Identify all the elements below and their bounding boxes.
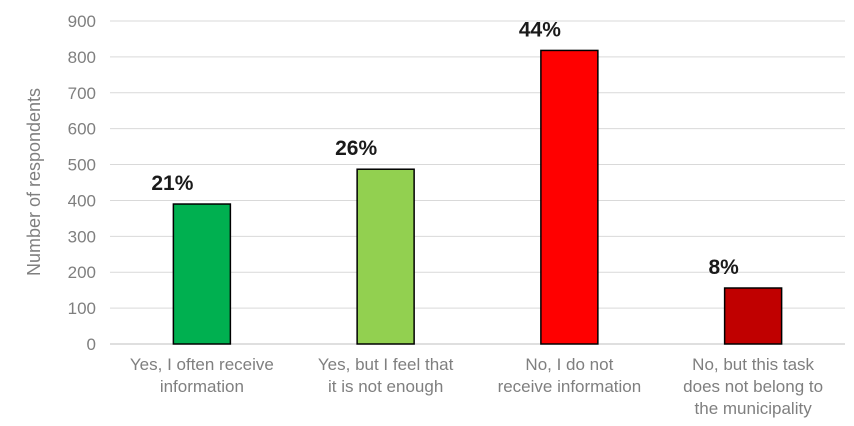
y-tick-label: 300	[68, 227, 96, 246]
category-labels: Yes, I often receive information Yes, but …	[130, 355, 823, 418]
data-label: 21%	[151, 172, 193, 195]
data-label: 44%	[519, 18, 561, 41]
gridlines	[110, 20, 845, 345]
category-label: No, I do not receive information	[498, 355, 642, 396]
y-tick-label: 600	[68, 120, 96, 139]
bar	[172, 203, 232, 345]
y-tick-label: 500	[68, 156, 96, 175]
data-label: 26%	[335, 137, 377, 160]
bars	[172, 49, 783, 345]
data-label: 8%	[708, 256, 739, 279]
category-label: Yes, but I feel that it is not enough	[318, 355, 454, 396]
y-tick-label: 800	[68, 48, 96, 67]
y-tick-label: 0	[87, 335, 96, 354]
bar	[356, 168, 415, 345]
y-tick-label: 200	[68, 263, 96, 282]
data-labels: 21% 26% 44% 8%	[151, 18, 739, 279]
y-axis-ticks: 0 100 200 300 400 500 600 700 800 900	[68, 12, 96, 354]
y-tick-label: 900	[68, 12, 96, 31]
bar	[540, 49, 599, 345]
bar	[723, 287, 783, 345]
category-label: Yes, I often receive information	[130, 355, 274, 396]
y-tick-label: 100	[68, 299, 96, 318]
category-label: No, but this task does not belong to the m…	[683, 355, 823, 418]
y-tick-label: 700	[68, 84, 96, 103]
y-tick-label: 400	[68, 191, 96, 210]
y-axis-title: Number of respondents	[24, 88, 44, 276]
